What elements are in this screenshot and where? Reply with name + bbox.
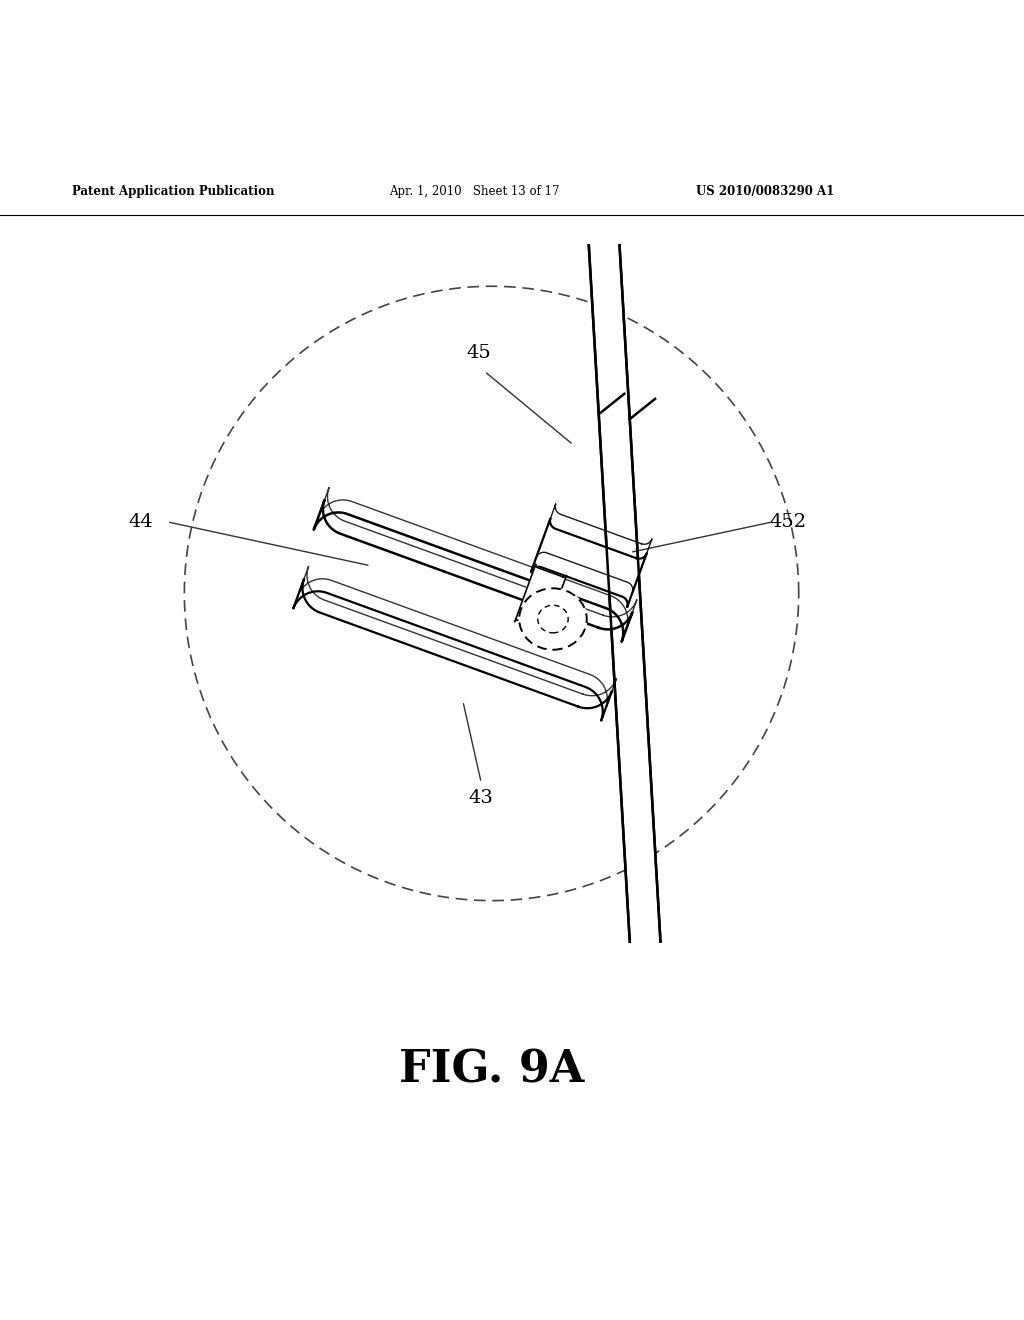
Text: FIG. 9A: FIG. 9A: [399, 1048, 584, 1092]
Text: US 2010/0083290 A1: US 2010/0083290 A1: [696, 185, 835, 198]
Ellipse shape: [519, 589, 587, 649]
Polygon shape: [313, 500, 633, 642]
Polygon shape: [530, 519, 647, 607]
Polygon shape: [515, 564, 566, 634]
Text: 452: 452: [770, 512, 807, 531]
Text: Apr. 1, 2010   Sheet 13 of 17: Apr. 1, 2010 Sheet 13 of 17: [389, 185, 560, 198]
Polygon shape: [589, 246, 660, 941]
Text: 43: 43: [469, 789, 494, 808]
Text: 44: 44: [129, 512, 154, 531]
Polygon shape: [293, 579, 612, 721]
Text: 45: 45: [467, 343, 492, 362]
Ellipse shape: [538, 605, 568, 632]
Text: Patent Application Publication: Patent Application Publication: [72, 185, 274, 198]
